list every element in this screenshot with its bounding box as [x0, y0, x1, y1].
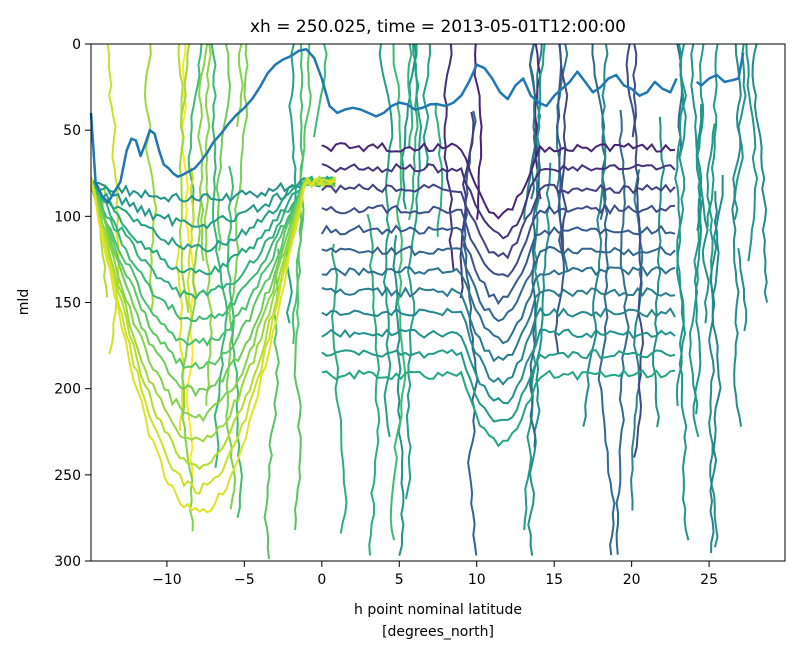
y-tick-label: 200 — [54, 382, 81, 398]
contour-line — [389, 44, 407, 541]
contour-line — [652, 116, 666, 428]
contour-line — [91, 177, 336, 301]
contour-line — [321, 203, 676, 278]
x-tick-label: 25 — [700, 572, 718, 588]
x-tick-label: −5 — [234, 572, 255, 588]
contour-line — [708, 44, 719, 303]
y-tick-label: 100 — [54, 209, 81, 225]
x-axis-title-line2: [degrees_north] — [382, 624, 494, 640]
contour-line — [321, 306, 676, 386]
contour-line — [91, 176, 336, 471]
contour-line — [99, 183, 109, 298]
contour-line — [625, 44, 645, 458]
contour-line — [91, 175, 336, 347]
contour-line — [554, 44, 566, 355]
contour-line — [321, 348, 676, 423]
contour-line — [215, 44, 232, 251]
mld-series — [89, 47, 745, 204]
y-axis: 0 50 100 150 200 250 300 — [54, 37, 91, 570]
x-tick-label: 20 — [623, 572, 641, 588]
contour-line — [737, 247, 748, 332]
contour-line — [320, 224, 676, 306]
contour-line — [523, 44, 546, 531]
contour-line — [321, 183, 676, 260]
contour-line — [285, 44, 297, 324]
contour-line — [378, 44, 394, 438]
y-tick-label: 250 — [54, 468, 81, 484]
x-tick-label: 0 — [317, 572, 326, 588]
contour-line — [688, 44, 705, 438]
chart-title: xh = 250.025, time = 2013-05-01T12:00:00 — [250, 17, 626, 37]
contour-line — [321, 369, 676, 448]
contour-line — [529, 44, 541, 448]
contour-line — [178, 44, 191, 313]
contour-line — [321, 328, 676, 405]
mld-line-segment — [695, 52, 745, 87]
contour-line — [745, 44, 759, 262]
contour-line — [751, 44, 769, 303]
contour-line — [674, 44, 690, 541]
contour-line — [210, 44, 229, 469]
contour-line — [405, 44, 423, 500]
contour-line — [313, 44, 328, 138]
x-tick-label: 10 — [468, 572, 486, 588]
contour-line — [597, 172, 616, 556]
contour-line — [91, 175, 336, 230]
x-tick-label: 5 — [395, 572, 404, 588]
contour-line — [709, 191, 722, 554]
contour-line — [443, 44, 455, 272]
y-axis-title: mld — [16, 289, 32, 315]
contour-line — [181, 44, 196, 479]
y-tick-label: 0 — [72, 37, 81, 53]
plot-area — [89, 43, 786, 562]
contour-line — [321, 265, 676, 345]
x-tick-label: 15 — [545, 572, 563, 588]
contour-line — [91, 176, 336, 276]
contour-line — [407, 44, 414, 148]
contour-line — [91, 175, 336, 443]
contour-line — [321, 245, 676, 323]
x-axis: −10 −5 0 5 10 15 20 25 — [152, 561, 718, 588]
contour-line — [321, 141, 676, 220]
mld-line-segment — [89, 47, 678, 204]
contour-line — [203, 44, 213, 406]
y-tick-label: 150 — [54, 296, 81, 312]
contour-line — [392, 235, 405, 556]
contour-line — [321, 286, 676, 363]
contour-line — [187, 44, 203, 231]
y-tick-label: 300 — [54, 554, 81, 570]
contour-line — [186, 167, 195, 313]
contour-line — [91, 177, 336, 514]
contour-line — [293, 44, 312, 531]
contour-line — [706, 123, 716, 228]
contour-line — [731, 44, 743, 427]
contour-line — [582, 44, 609, 427]
x-axis-title-line1: h point nominal latitude — [354, 602, 522, 618]
contour-lines — [91, 44, 769, 560]
contour-line — [91, 175, 336, 253]
contour-line — [693, 103, 703, 415]
y-tick-label: 50 — [63, 123, 81, 139]
x-tick-label: −10 — [152, 572, 182, 588]
contour-line — [558, 44, 569, 251]
contour-line — [91, 176, 336, 398]
contour-line — [321, 162, 676, 240]
contour-line — [225, 44, 249, 510]
contour-line — [400, 44, 418, 210]
